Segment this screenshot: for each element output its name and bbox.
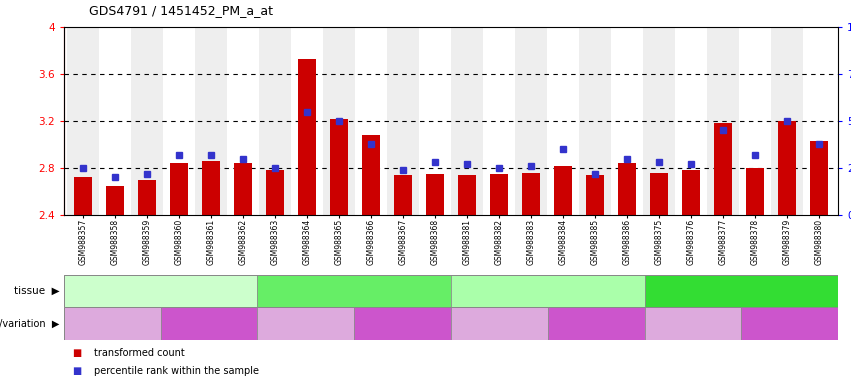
Text: ClpP knockout: ClpP knockout — [274, 319, 338, 328]
Text: ■: ■ — [72, 366, 82, 376]
Bar — [257, 307, 354, 340]
Bar — [291, 27, 323, 215]
Bar — [161, 307, 257, 340]
Bar — [579, 27, 611, 215]
Bar — [394, 175, 412, 215]
Bar — [739, 27, 771, 215]
Bar — [683, 170, 700, 215]
Bar — [355, 27, 387, 215]
Bar — [257, 275, 451, 307]
Bar — [363, 135, 380, 215]
Bar — [330, 119, 348, 215]
Bar — [203, 161, 220, 215]
Bar — [771, 27, 803, 215]
Bar — [354, 307, 451, 340]
Bar — [323, 27, 355, 215]
Bar — [586, 175, 604, 215]
Bar — [163, 27, 195, 215]
Bar — [451, 307, 548, 340]
Bar — [675, 27, 707, 215]
Bar — [810, 141, 828, 215]
Bar — [451, 275, 645, 307]
Bar — [227, 27, 259, 215]
Text: wild type: wild type — [575, 319, 617, 328]
Bar — [131, 27, 163, 215]
Bar — [64, 275, 257, 307]
Bar — [523, 173, 540, 215]
Text: genotype/variation  ▶: genotype/variation ▶ — [0, 318, 60, 329]
Bar — [138, 180, 156, 215]
Bar — [707, 27, 739, 215]
Text: liver: liver — [342, 286, 367, 296]
Bar — [259, 27, 291, 215]
Bar — [650, 173, 668, 215]
Text: tissue  ▶: tissue ▶ — [14, 286, 60, 296]
Bar — [746, 168, 764, 215]
Text: ■: ■ — [72, 348, 82, 358]
Text: brain: brain — [727, 286, 756, 296]
Bar — [99, 27, 131, 215]
Bar — [490, 174, 508, 215]
Text: wild type: wild type — [769, 319, 811, 328]
Bar — [554, 166, 572, 215]
Bar — [266, 170, 284, 215]
Bar — [234, 163, 252, 215]
Bar — [458, 175, 476, 215]
Text: testis: testis — [146, 286, 176, 296]
Bar — [741, 307, 838, 340]
Bar — [419, 27, 451, 215]
Bar — [64, 307, 161, 340]
Bar — [106, 185, 124, 215]
Bar — [645, 275, 838, 307]
Bar — [643, 27, 675, 215]
Text: ClpP knockout: ClpP knockout — [661, 319, 725, 328]
Bar — [483, 27, 515, 215]
Text: wild type: wild type — [188, 319, 230, 328]
Bar — [547, 27, 579, 215]
Bar — [611, 27, 643, 215]
Bar — [67, 27, 99, 215]
Bar — [74, 177, 92, 215]
Bar — [451, 27, 483, 215]
Text: GDS4791 / 1451452_PM_a_at: GDS4791 / 1451452_PM_a_at — [89, 4, 273, 17]
Text: heart: heart — [533, 286, 563, 296]
Bar — [387, 27, 419, 215]
Bar — [618, 163, 636, 215]
Text: wild type: wild type — [382, 319, 424, 328]
Text: percentile rank within the sample: percentile rank within the sample — [94, 366, 259, 376]
Bar — [195, 27, 227, 215]
Text: transformed count: transformed count — [94, 348, 185, 358]
Bar — [515, 27, 547, 215]
Bar — [426, 174, 444, 215]
Bar — [170, 163, 188, 215]
Text: ClpP knockout: ClpP knockout — [467, 319, 532, 328]
Text: ClpP knockout: ClpP knockout — [80, 319, 145, 328]
Bar — [778, 121, 796, 215]
Bar — [298, 59, 316, 215]
Bar — [714, 123, 732, 215]
Bar — [645, 307, 741, 340]
Bar — [548, 307, 645, 340]
Bar — [803, 27, 835, 215]
